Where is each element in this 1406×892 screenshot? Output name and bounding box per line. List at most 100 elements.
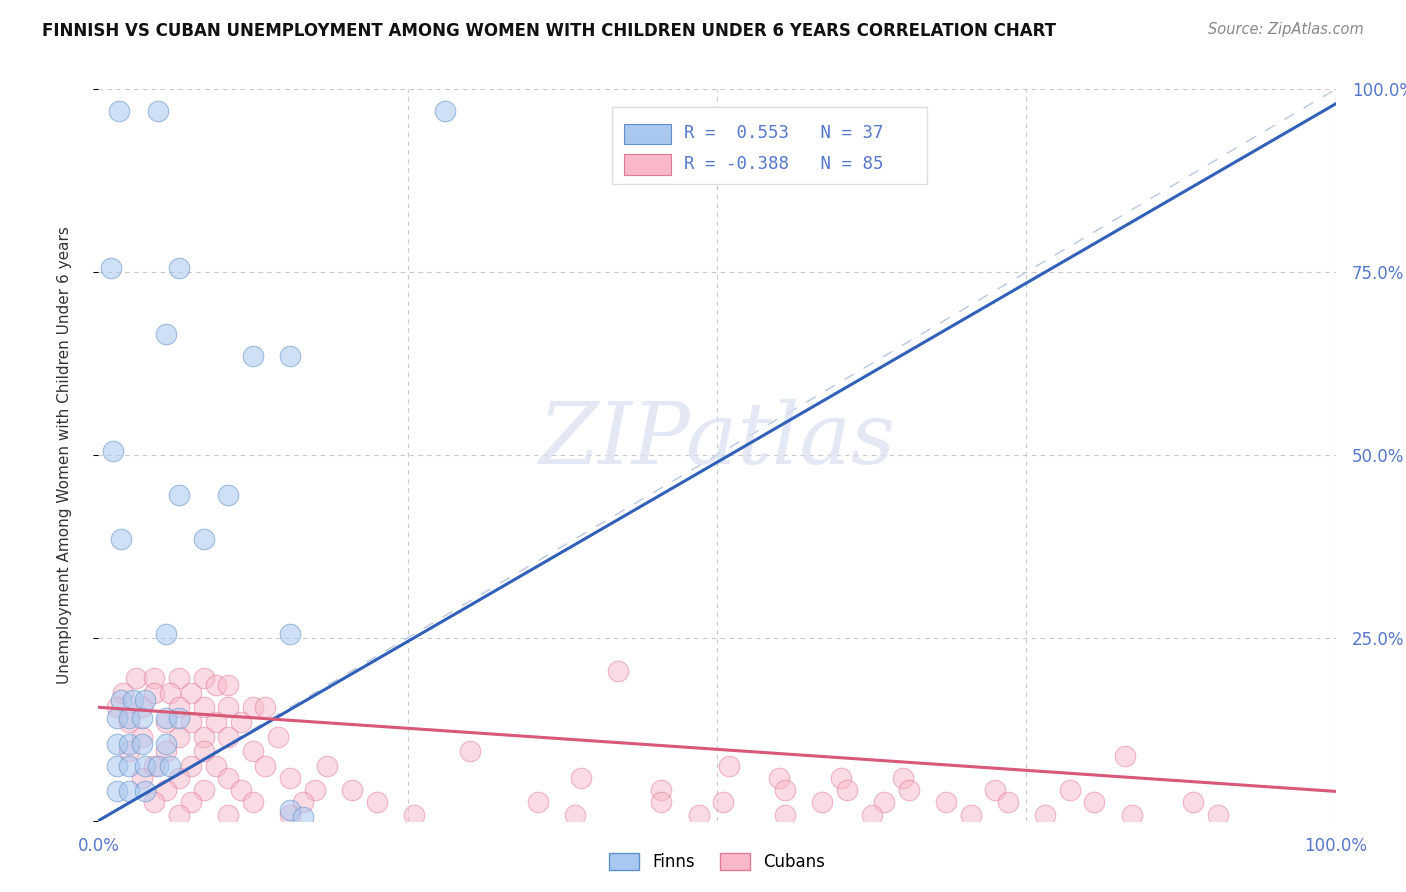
Point [131,711,153,725]
Point [458,744,481,758]
Point [340,783,363,797]
Point [193,730,215,744]
Point [830,771,852,785]
Point [105,737,128,751]
Point [278,771,301,785]
Point [155,627,177,641]
FancyBboxPatch shape [624,124,671,145]
Point [167,700,190,714]
Point [1059,783,1081,797]
Point [1033,807,1056,822]
Point [103,444,125,458]
Point [155,744,177,758]
Point [291,810,314,824]
Point [105,784,128,798]
Point [254,700,277,714]
Point [1121,807,1143,822]
Point [193,671,215,685]
Point [569,771,592,785]
Point [110,532,132,546]
Legend: Finns, Cubans: Finns, Cubans [602,847,832,878]
Point [131,730,153,744]
Point [366,796,388,810]
Text: R = -0.388   N = 85: R = -0.388 N = 85 [683,155,883,173]
Point [131,737,153,751]
Point [124,671,146,685]
Point [278,807,301,822]
Y-axis label: Unemployment Among Women with Children Under 6 years: Unemployment Among Women with Children U… [58,226,72,684]
Point [217,678,239,692]
Point [205,714,228,729]
Point [146,104,169,119]
Point [860,807,883,822]
Point [688,807,710,822]
Point [180,686,202,700]
Point [773,783,796,797]
Point [159,758,181,772]
Point [167,807,190,822]
Point [278,627,301,641]
Point [242,796,264,810]
Point [564,807,586,822]
Point [110,693,132,707]
Point [143,796,166,810]
Point [167,730,190,744]
Point [193,700,215,714]
Point [167,711,190,725]
Point [108,104,131,119]
Point [167,671,190,685]
Point [134,758,156,772]
Point [193,532,215,546]
Point [217,807,239,822]
Point [118,714,141,729]
Point [134,693,156,707]
Point [278,349,301,363]
Point [768,771,790,785]
Point [118,784,141,798]
Point [159,686,181,700]
Point [229,783,252,797]
Point [402,807,425,822]
Point [1182,796,1205,810]
Point [607,664,630,678]
Point [118,711,141,725]
Point [242,744,264,758]
Point [146,758,169,772]
Point [229,714,252,729]
Point [180,758,202,772]
Point [935,796,957,810]
Point [217,700,239,714]
Point [316,758,339,772]
Point [217,488,239,502]
Point [217,730,239,744]
Text: R =  0.553   N = 37: R = 0.553 N = 37 [683,124,883,142]
Point [100,261,122,276]
Point [105,700,128,714]
Point [143,758,166,772]
Text: ZIPatlas: ZIPatlas [538,399,896,482]
Point [155,714,177,729]
Point [155,327,177,342]
Point [134,784,156,798]
Point [193,744,215,758]
Point [118,744,141,758]
Point [291,796,314,810]
FancyBboxPatch shape [612,108,928,185]
Point [897,783,920,797]
Point [254,758,277,772]
Point [242,700,264,714]
Point [650,796,672,810]
Point [304,783,326,797]
Point [433,104,456,119]
Point [1114,749,1136,764]
Point [242,349,264,363]
Point [155,711,177,725]
Point [984,783,1007,797]
Point [526,796,548,810]
Point [131,771,153,785]
Point [143,686,166,700]
Point [650,783,672,797]
Point [267,730,290,744]
Point [217,771,239,785]
Point [1206,807,1229,822]
